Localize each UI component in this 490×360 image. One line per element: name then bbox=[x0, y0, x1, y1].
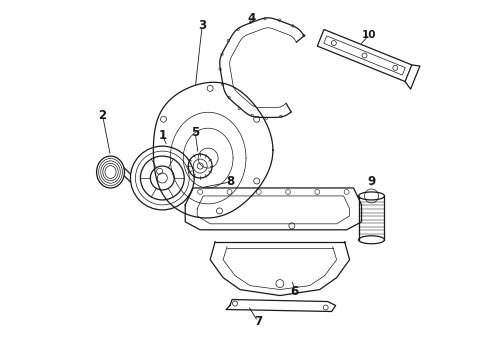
Text: 5: 5 bbox=[191, 126, 199, 139]
Text: 2: 2 bbox=[98, 109, 107, 122]
Text: 4: 4 bbox=[248, 12, 256, 25]
Text: 1: 1 bbox=[158, 129, 167, 142]
Text: 10: 10 bbox=[362, 30, 377, 40]
Text: 8: 8 bbox=[226, 175, 234, 189]
Text: 3: 3 bbox=[198, 19, 206, 32]
Text: 6: 6 bbox=[291, 285, 299, 298]
Text: 7: 7 bbox=[254, 315, 262, 328]
Text: 9: 9 bbox=[368, 175, 376, 189]
